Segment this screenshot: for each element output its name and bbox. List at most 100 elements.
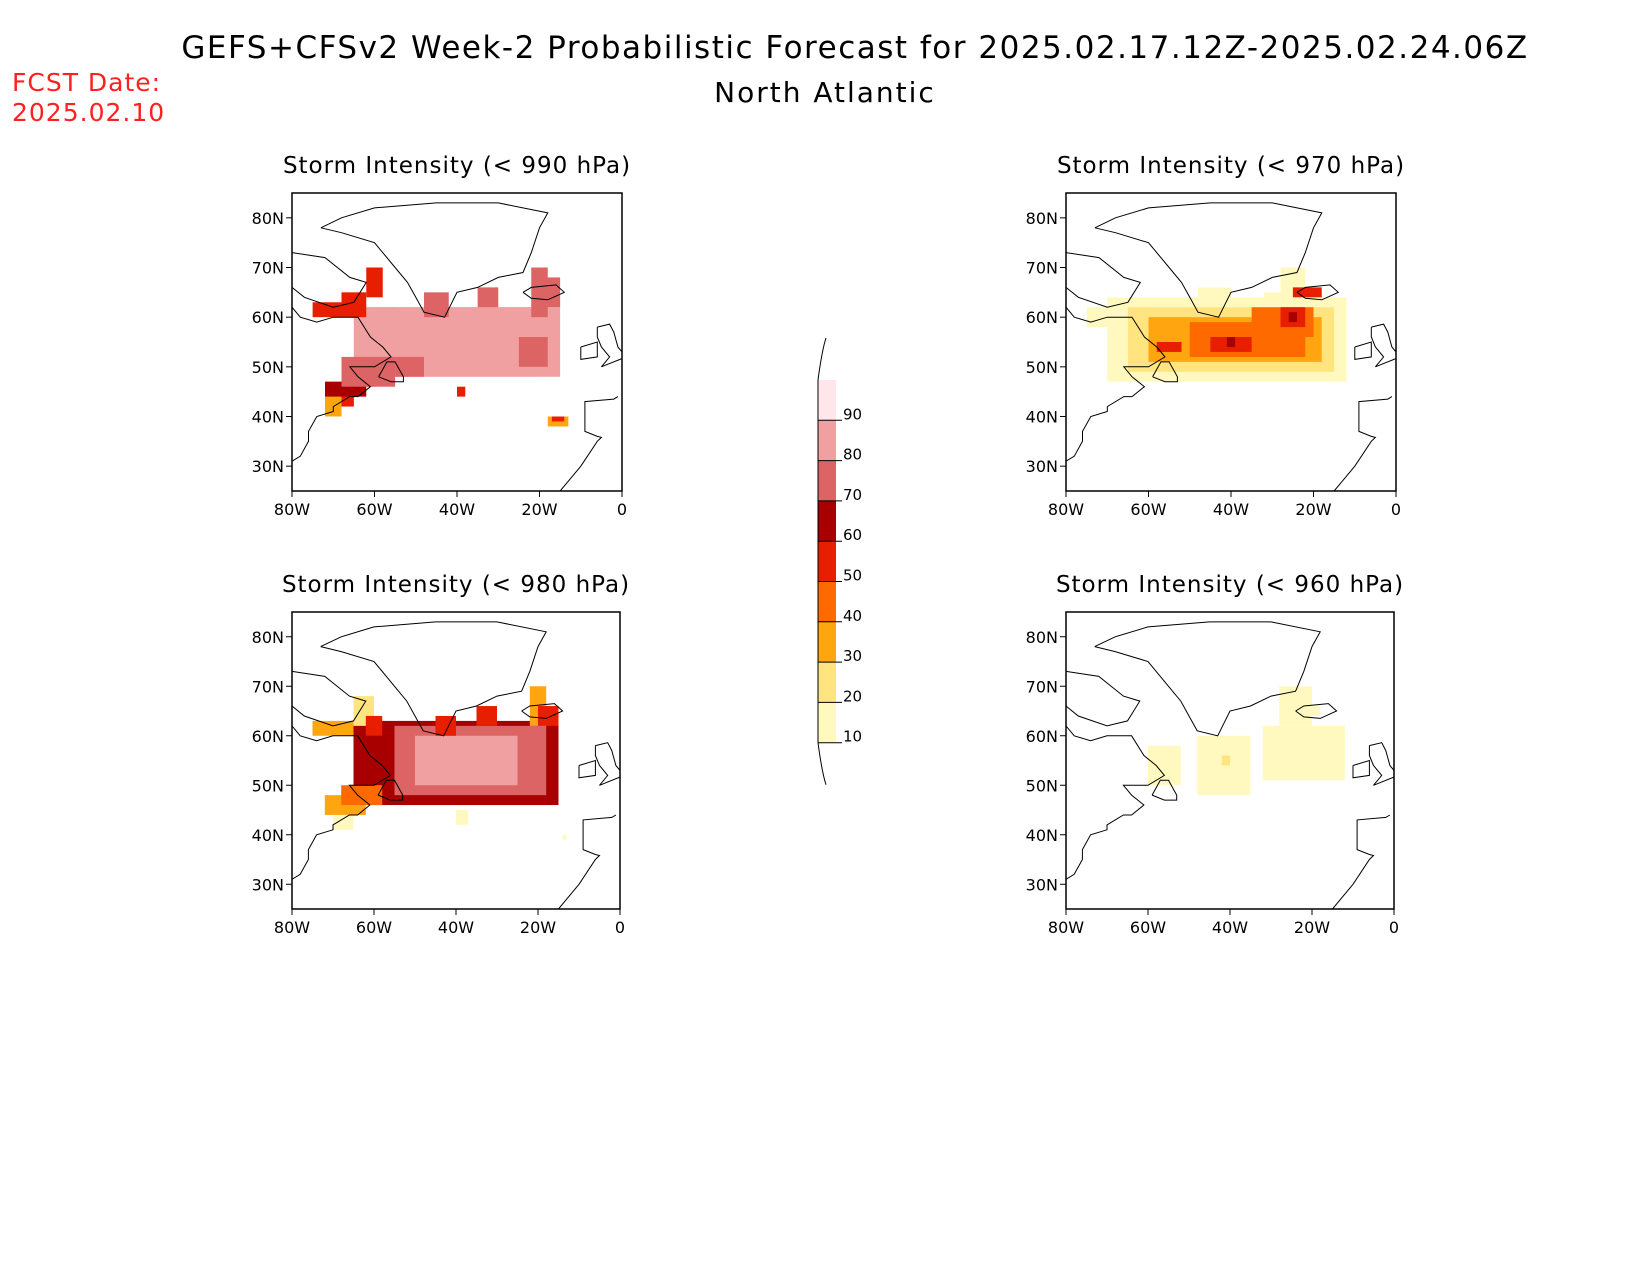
plot-area (292, 621, 620, 909)
lon-tick-label: 80W (1048, 500, 1084, 519)
coastline (292, 725, 392, 880)
probability-cell (1148, 745, 1181, 786)
colorbar-top-arrow (817, 337, 827, 381)
colorbar-bottom-arrow (817, 742, 827, 785)
coastline (1066, 725, 1166, 880)
probability-cell (518, 337, 548, 367)
lat-tick-label: 60N (252, 308, 284, 327)
colorbar-tick-label: 60 (843, 526, 862, 544)
coastline (320, 202, 549, 318)
coastline (1370, 323, 1396, 368)
lon-tick-label: 20W (521, 500, 557, 519)
coastline (558, 814, 617, 909)
lat-tick-label: 60N (1026, 727, 1058, 746)
plot-area (1066, 621, 1394, 909)
coastline (521, 703, 564, 719)
probability-cell (333, 814, 354, 830)
forecast-date-label: FCST Date: (12, 68, 162, 97)
lat-tick-label: 30N (252, 457, 284, 476)
coastline (1094, 621, 1321, 737)
probability-cell (312, 720, 354, 736)
lon-tick-label: 80W (1048, 918, 1084, 937)
coastline (1152, 361, 1178, 383)
coastline (1066, 670, 1141, 727)
panel-title: Storm Intensity (< 990 hPa) (283, 153, 631, 179)
probability-cell (456, 810, 469, 825)
lon-tick-label: 60W (356, 500, 392, 519)
colorbar-tick-label: 20 (843, 687, 862, 705)
probability-cell (1221, 755, 1230, 766)
lat-tick-label: 70N (252, 259, 284, 278)
probability-cell (477, 287, 499, 308)
probability-cell (457, 386, 466, 397)
coastline (1333, 396, 1393, 491)
plot-area (1066, 202, 1396, 491)
colorbar-segment (818, 500, 836, 542)
plot-area (292, 202, 622, 491)
lon-tick-label: 40W (438, 918, 474, 937)
colorbar-tick-label: 50 (843, 567, 862, 585)
colorbar: 10 20 30 40 50 60 70 80 90 (817, 337, 862, 785)
lon-tick-label: 20W (520, 918, 556, 937)
coastline (1094, 202, 1323, 318)
lat-tick-label: 70N (1026, 259, 1058, 278)
lat-tick-label: 80N (1026, 209, 1058, 228)
probability-cell (341, 356, 396, 387)
lat-tick-label: 50N (252, 776, 284, 795)
colorbar-tick-label: 30 (843, 647, 862, 665)
probability-cell (1288, 312, 1297, 323)
coastline (1066, 252, 1142, 308)
lat-tick-label: 30N (252, 875, 284, 894)
probability-cell (1198, 287, 1231, 308)
region-subtitle: North Atlantic (714, 76, 936, 109)
lon-tick-label: 0 (1391, 500, 1401, 519)
probability-cell (415, 735, 518, 786)
lon-tick-label: 40W (1213, 500, 1249, 519)
panel-title: Storm Intensity (< 970 hPa) (1057, 153, 1405, 179)
colorbar-tick-label: 10 (843, 728, 862, 746)
coastline (1295, 703, 1338, 719)
probability-cell (366, 267, 383, 298)
lat-tick-label: 70N (252, 677, 284, 696)
probability-cell (1292, 287, 1322, 298)
coastline (1352, 759, 1370, 779)
lon-tick-label: 0 (1389, 918, 1399, 937)
colorbar-segment (818, 541, 836, 582)
probability-cell (539, 277, 561, 308)
colorbar-segment (818, 460, 836, 501)
coastline (594, 742, 620, 786)
lon-tick-label: 60W (1130, 500, 1166, 519)
lat-tick-label: 30N (1026, 457, 1058, 476)
lat-tick-label: 70N (1026, 677, 1058, 696)
colorbar-tick-label: 40 (843, 607, 862, 625)
probability-cell (551, 416, 565, 422)
lon-tick-label: 0 (615, 918, 625, 937)
coastline (1151, 779, 1178, 801)
lat-tick-label: 40N (1026, 408, 1058, 427)
lat-tick-label: 80N (1026, 628, 1058, 647)
lat-tick-label: 80N (252, 209, 284, 228)
probability-cell (395, 356, 424, 377)
probability-cell (341, 785, 383, 806)
coastline (377, 779, 404, 801)
probability-cell (1262, 725, 1345, 781)
panel-p980: Storm Intensity (< 980 hPa) 80N 70N 60N 50N 4… (252, 572, 630, 937)
coastline (1368, 742, 1394, 786)
lat-tick-label: 60N (252, 727, 284, 746)
coastline (292, 252, 368, 308)
coastline (596, 323, 622, 368)
colorbar-segment (818, 702, 836, 743)
probability-cell (538, 706, 559, 726)
colorbar-segment (818, 380, 836, 421)
panel-title: Storm Intensity (< 980 hPa) (282, 572, 630, 598)
panel-p990: Storm Intensity (< 990 hPa) 80N 70N 60N 50N 4… (252, 153, 631, 519)
colorbar-segment (818, 581, 836, 622)
lat-tick-label: 50N (1026, 358, 1058, 377)
coastline (1066, 306, 1166, 462)
probability-cell (562, 834, 567, 840)
probability-cell (1226, 337, 1236, 347)
lat-tick-label: 50N (252, 358, 284, 377)
colorbar-segment (818, 662, 836, 703)
lon-tick-label: 80W (274, 500, 310, 519)
